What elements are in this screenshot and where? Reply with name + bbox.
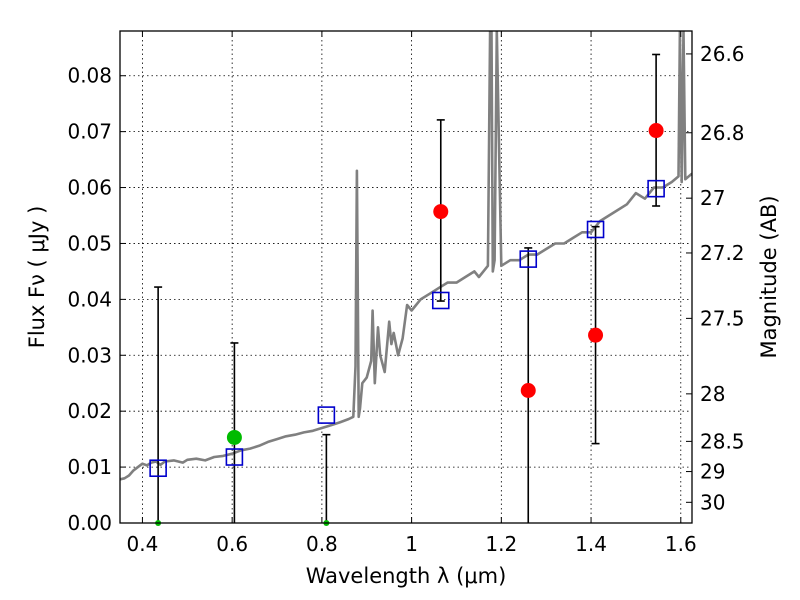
model-band-square bbox=[225, 448, 244, 466]
right-tick-label: 27.2 bbox=[700, 241, 745, 265]
right-tick-label: 26.6 bbox=[700, 42, 745, 66]
y-tick-label: 0.01 bbox=[67, 455, 112, 479]
error-bar-layer bbox=[154, 53, 661, 523]
right-tick-label: 26.8 bbox=[700, 121, 745, 145]
model-band-square bbox=[149, 459, 167, 478]
x-axis-title: Wavelength λ (μm) bbox=[306, 564, 507, 588]
x-tick-label: 1.4 bbox=[575, 532, 607, 556]
y-tick-label: 0.03 bbox=[67, 343, 112, 367]
spectrum-layer bbox=[120, 31, 692, 481]
model-band-square bbox=[317, 406, 336, 424]
y-tick-label: 0.05 bbox=[67, 231, 112, 255]
y-tick-label: 0.00 bbox=[67, 511, 112, 535]
y-tick-label: 0.08 bbox=[67, 64, 112, 88]
detection-point bbox=[520, 382, 536, 398]
right-axis-title: Magnitude (AB) bbox=[757, 195, 781, 358]
x-tick-label: 1.6 bbox=[665, 532, 697, 556]
model-spectrum-line bbox=[120, 31, 692, 481]
detection-point bbox=[588, 327, 604, 343]
y-tick-label: 0.02 bbox=[67, 399, 112, 423]
model-band-square bbox=[586, 220, 605, 239]
x-tick-label: 0.6 bbox=[216, 532, 248, 556]
x-tick-label: 0.4 bbox=[127, 532, 159, 556]
y-tick-label: 0.04 bbox=[67, 287, 112, 311]
model-band-square bbox=[519, 250, 538, 268]
detection-point bbox=[648, 123, 664, 139]
right-tick-label: 27 bbox=[700, 186, 725, 210]
grid-lines bbox=[120, 31, 692, 524]
y-axis-title: Flux Fν ( μJy ) bbox=[25, 206, 49, 349]
detection-point bbox=[433, 204, 449, 220]
right-tick-label: 28 bbox=[700, 382, 725, 406]
right-tick-label: 30 bbox=[700, 490, 725, 514]
plot-frame bbox=[119, 30, 693, 524]
x-tick-label: 1 bbox=[405, 532, 418, 556]
right-tick-label: 27.5 bbox=[700, 306, 745, 330]
y-tick-label: 0.07 bbox=[67, 120, 112, 144]
right-tick-label: 28.5 bbox=[700, 429, 745, 453]
tick-layer bbox=[120, 31, 692, 524]
marker-layer bbox=[149, 123, 665, 526]
tick-label-layer: 0.4 0.6 0.8 1 1.2 1.4 1.6 0.00 0.01 0.02 0.03 0.04 0… bbox=[67, 42, 744, 556]
right-tick-label: 29 bbox=[700, 460, 725, 484]
x-tick-label: 1.2 bbox=[485, 532, 517, 556]
y-tick-label: 0.06 bbox=[67, 176, 112, 200]
low-signal-point bbox=[226, 429, 242, 445]
model-band-square bbox=[431, 291, 450, 310]
model-band-square bbox=[647, 179, 665, 198]
x-tick-label: 0.8 bbox=[306, 532, 338, 556]
